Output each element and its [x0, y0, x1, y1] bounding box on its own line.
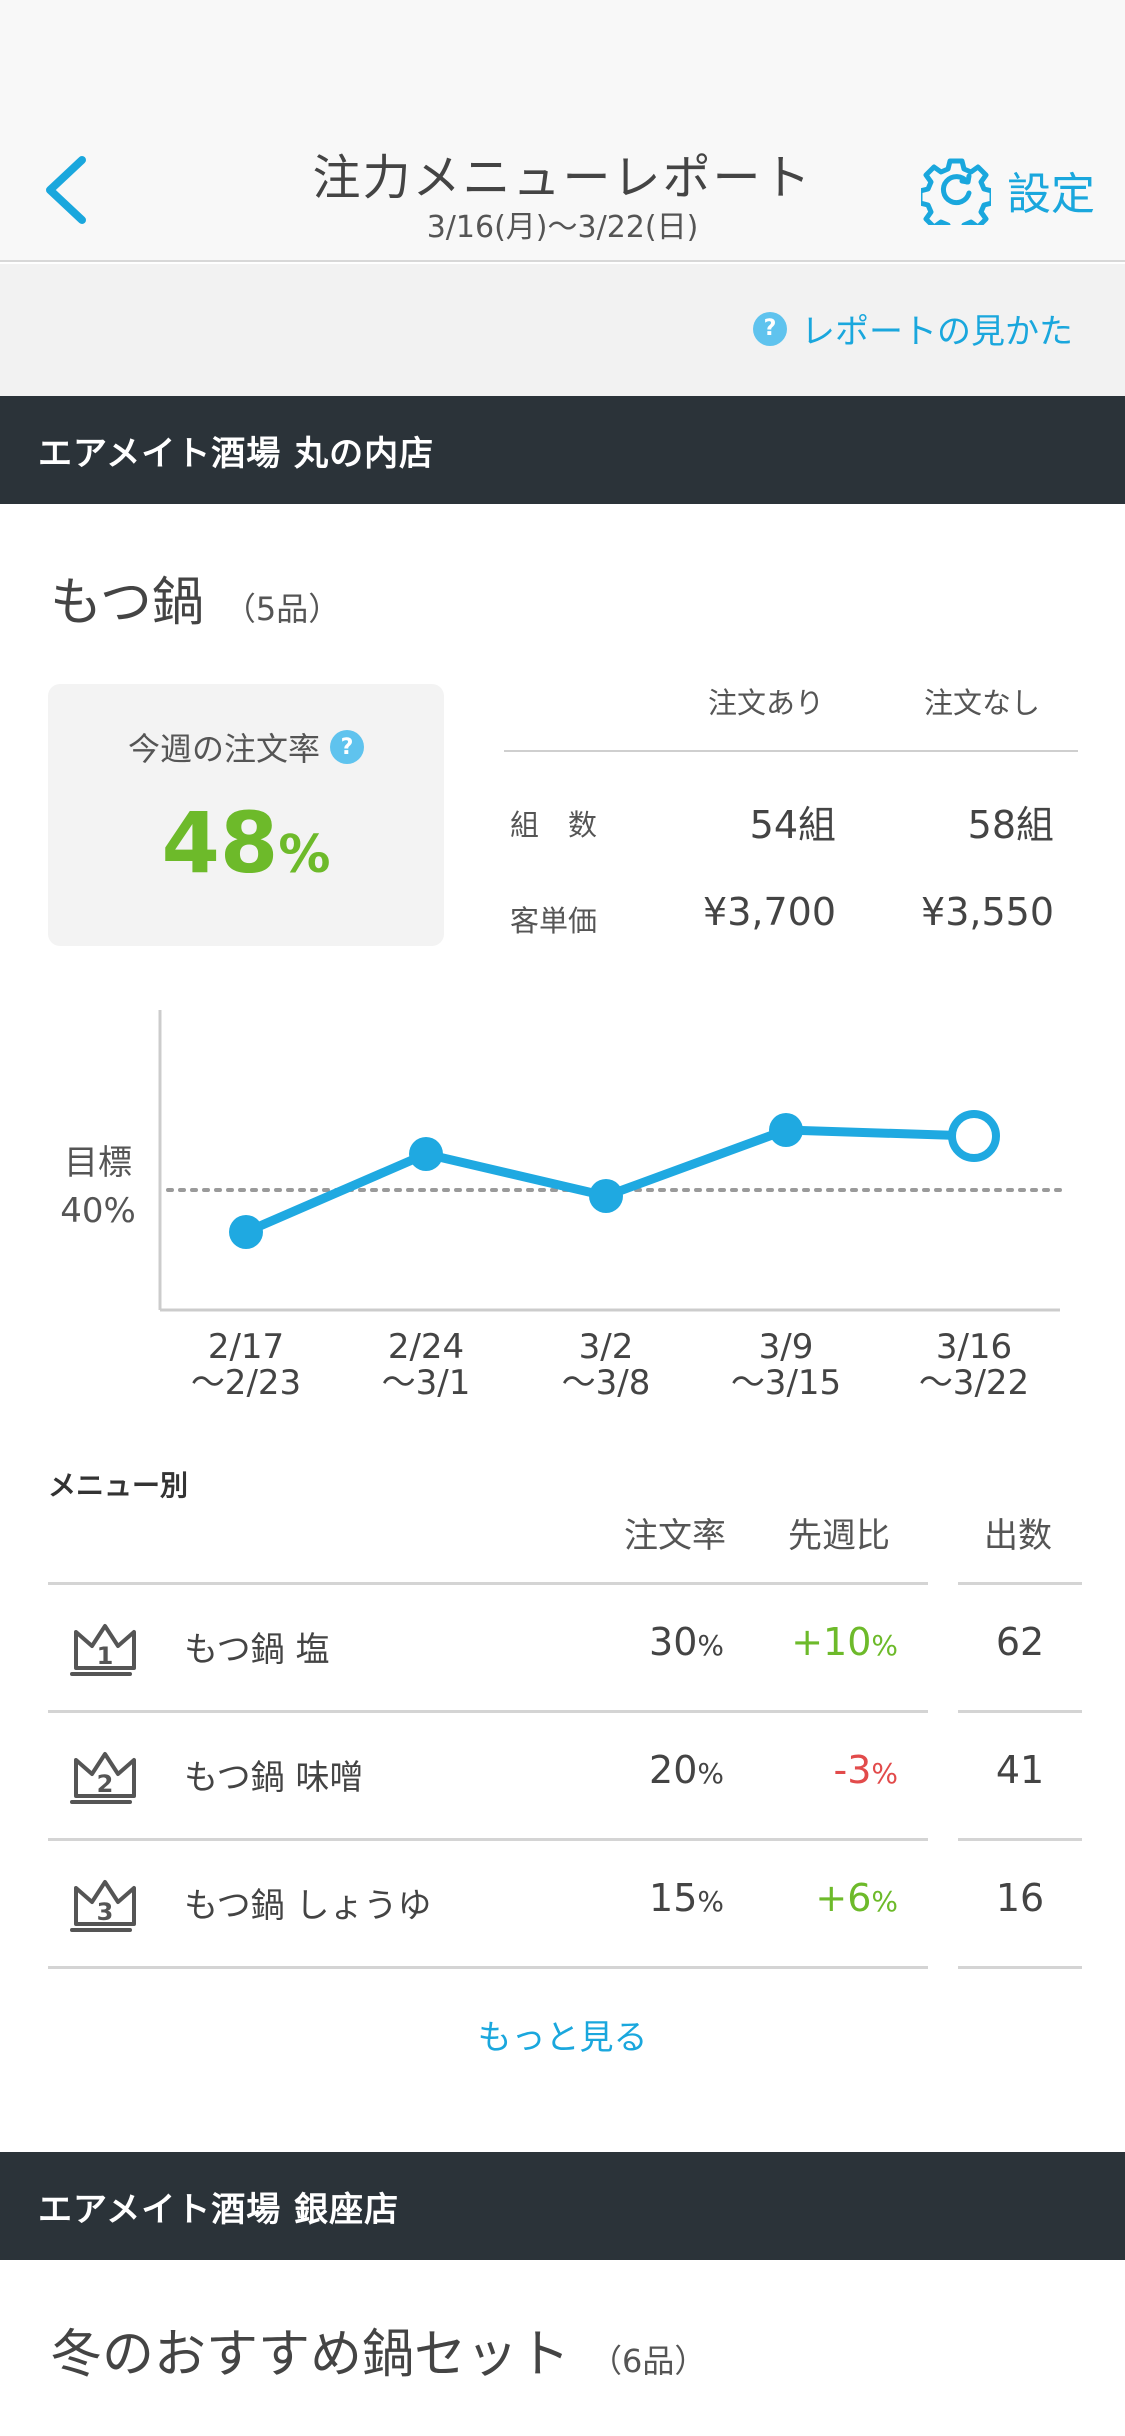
- report-guide-link[interactable]: ? レポートの見かた: [753, 304, 1073, 353]
- ginza-menu-count: （6品）: [590, 2342, 707, 2380]
- data-point: [589, 1179, 623, 1213]
- x-tick-label-start: 2/17: [208, 1327, 284, 1367]
- col-not-ordered: 注文なし: [924, 686, 1041, 720]
- menu-item-count: 62: [995, 1620, 1045, 1664]
- crown-icon: 2: [70, 1752, 136, 1804]
- col-ordered: 注文あり: [708, 686, 825, 720]
- row-divider-count: [958, 1710, 1082, 1713]
- x-tick-label-end: 〜2/23: [191, 1363, 301, 1403]
- status-bar: [0, 0, 1125, 110]
- page-title: 注力メニューレポート: [312, 150, 813, 206]
- focus-menu-name: もつ鍋: [50, 573, 204, 633]
- gear-icon: [921, 158, 991, 225]
- data-point: [769, 1113, 803, 1147]
- rank-number: 2: [97, 1770, 114, 1798]
- weekly-order-rate-label: 今週の注文率: [127, 730, 320, 768]
- spend-not-ordered: ¥3,550: [921, 890, 1054, 934]
- menu-item-count: 41: [995, 1748, 1045, 1792]
- store-header-ginza: エアメイト酒場 銀座店: [0, 2152, 1125, 2260]
- rate-unit: %: [278, 825, 331, 885]
- row-divider-count: [958, 1582, 1082, 1585]
- menu-item-week-diff: +10%: [791, 1620, 898, 1664]
- focus-menu-count: （5品）: [223, 590, 341, 628]
- order-rate-line-chart: 目標 40% 2/17〜2/23 2/24〜3/1 3/2〜3/8 3/9〜3/15 3/1…: [60, 1010, 1062, 1403]
- order-rate-chart: 目標 40% 2/17 〜2/23 2/24 〜3/1 3/2 〜3/8 3/9 〜3/15 3/1…: [0, 990, 1125, 1420]
- ginza-menu-title: 冬のおすすめ鍋セット （6品）: [50, 2312, 706, 2387]
- menu-item-week-diff: +6%: [815, 1876, 898, 1920]
- crown-icon: 3: [70, 1880, 136, 1932]
- row-divider-count: [958, 1966, 1082, 1969]
- rank-number: 1: [97, 1642, 114, 1670]
- question-icon[interactable]: ?: [330, 730, 364, 764]
- menu-item-rate: 30%: [649, 1620, 724, 1664]
- spend-ordered: ¥3,700: [703, 890, 836, 934]
- see-more-link[interactable]: もっと見る: [477, 2018, 648, 2058]
- settings-label: 設定: [1007, 169, 1095, 220]
- target-value-label: 40%: [60, 1191, 136, 1231]
- order-stats-table: 注文あり 注文なし 組 数 54組 58組 客単価 ¥3,700 ¥3,550: [504, 680, 1078, 950]
- menu-item-name: もつ鍋 しょうゆ: [184, 1886, 432, 1926]
- row-label-groups: 組 数: [510, 808, 598, 842]
- row-divider: [48, 1582, 928, 1585]
- report-period: 3/16(月)〜3/22(日): [426, 210, 699, 245]
- menu-item-name: もつ鍋 塩: [184, 1630, 330, 1670]
- x-tick-label-start: 3/2: [579, 1327, 634, 1367]
- data-point: [229, 1215, 263, 1249]
- weekly-order-rate-card: 今週の注文率 ? 48%: [48, 684, 444, 946]
- x-tick-label-end: 〜3/8: [562, 1363, 651, 1403]
- row-divider-count: [958, 1838, 1082, 1841]
- col-head-diff: 先週比: [788, 1516, 890, 1556]
- menu-breakdown-label: メニュー別: [48, 1469, 189, 1502]
- data-point: [409, 1137, 443, 1171]
- divider: [504, 750, 1078, 752]
- weekly-order-rate-value: 48%: [48, 794, 444, 892]
- row-divider: [48, 1838, 928, 1841]
- weekly-order-rate-label-row: 今週の注文率 ?: [48, 724, 444, 770]
- target-label: 目標: [64, 1143, 132, 1183]
- report-guide-label: レポートの見かた: [801, 312, 1073, 352]
- menu-item-name: もつ鍋 味噌: [184, 1758, 364, 1798]
- x-tick-label-start: 2/24: [388, 1327, 464, 1367]
- rank-number: 3: [97, 1898, 114, 1926]
- question-icon: ?: [753, 311, 787, 346]
- x-tick-label-end: 〜3/15: [731, 1363, 841, 1403]
- crown-icon: 1: [70, 1624, 136, 1676]
- rate-number: 48: [161, 794, 279, 892]
- store-header-marunouchi: エアメイト酒場 丸の内店: [0, 396, 1125, 504]
- chevron-left-icon: [46, 156, 86, 224]
- settings-button[interactable]: 設定: [921, 150, 1095, 230]
- groups-ordered: 54組: [749, 803, 836, 847]
- row-label-spend: 客単価: [510, 904, 598, 938]
- col-head-rate: 注文率: [624, 1516, 726, 1556]
- x-tick-label-start: 3/16: [936, 1327, 1012, 1367]
- row-divider: [48, 1710, 928, 1713]
- menu-item-week-diff: -3%: [833, 1748, 899, 1792]
- help-bar: ? レポートの見かた: [0, 264, 1125, 396]
- data-point-current: [948, 1110, 1000, 1162]
- x-tick-label-end: 〜3/1: [382, 1363, 471, 1403]
- x-tick-label-end: 〜3/22: [919, 1363, 1029, 1403]
- row-divider: [48, 1966, 928, 1969]
- ginza-menu-name: 冬のおすすめ鍋セット: [50, 2325, 571, 2385]
- menu-item-count: 16: [995, 1876, 1045, 1920]
- menu-item-rate: 20%: [649, 1748, 724, 1792]
- x-tick-label-start: 3/9: [759, 1327, 814, 1367]
- nav-header: 注力メニューレポート 3/16(月)〜3/22(日) 設定: [0, 110, 1125, 262]
- focus-menu-title: もつ鍋 （5品）: [50, 560, 340, 635]
- groups-not-ordered: 58組: [967, 803, 1054, 847]
- back-button[interactable]: [36, 150, 106, 230]
- col-head-count: 出数: [984, 1516, 1052, 1556]
- menu-item-rate: 15%: [649, 1876, 724, 1920]
